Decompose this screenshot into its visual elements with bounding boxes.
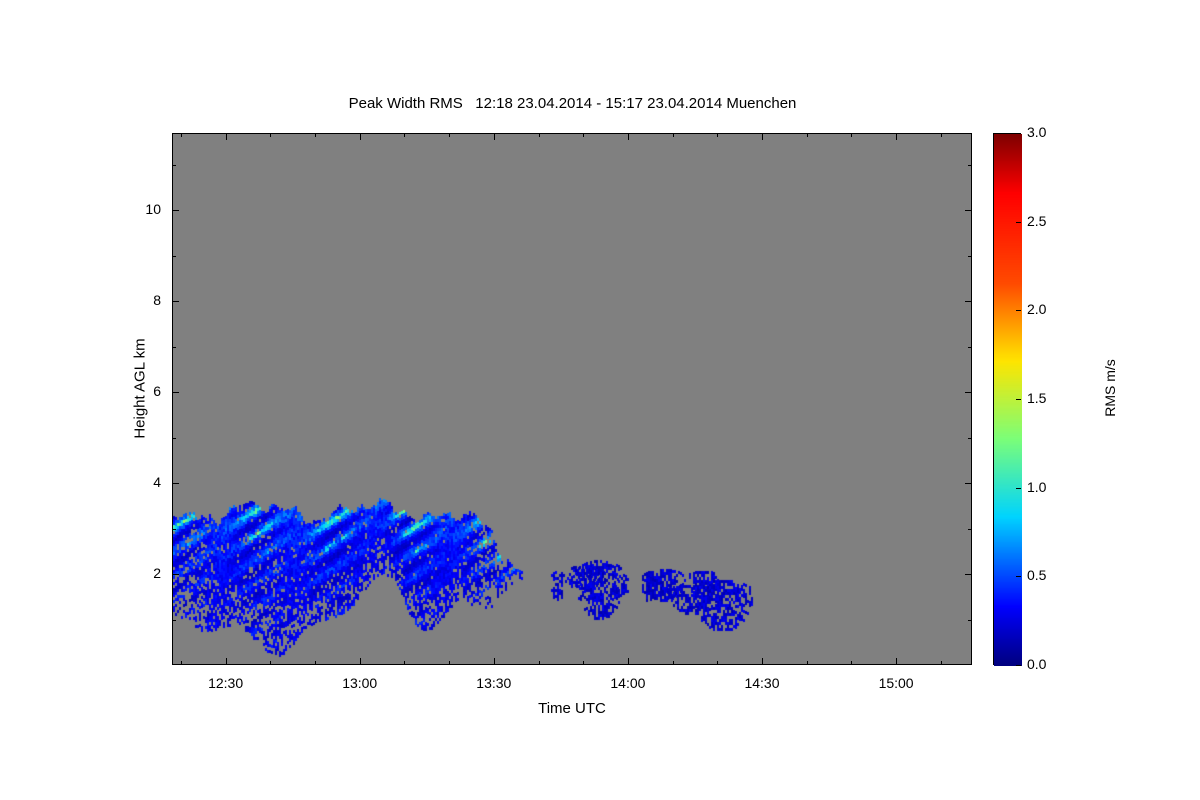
y-axis-tick-label: 4 <box>153 474 161 491</box>
y-axis-minor-tick <box>172 346 176 348</box>
x-axis-major-tick <box>493 133 495 140</box>
x-axis-tick-label: 14:30 <box>744 675 780 691</box>
x-axis-major-tick <box>225 658 227 665</box>
x-axis-minor-tick <box>672 133 674 137</box>
chart-title: Peak Width RMS 12:18 23.04.2014 - 15:17 … <box>348 95 797 112</box>
y-axis-minor-tick <box>968 619 972 621</box>
y-axis-major-tick <box>965 483 972 485</box>
x-axis-title: Time UTC <box>538 700 606 717</box>
x-axis-minor-tick <box>851 133 853 137</box>
y-axis-minor-tick <box>172 437 176 439</box>
y-axis-tick-label: 6 <box>153 383 161 400</box>
y-axis-minor-tick <box>968 437 972 439</box>
colorbar-tick-label: 0.5 <box>1027 567 1047 584</box>
x-axis-major-tick <box>896 133 898 140</box>
colorbar-tick <box>1016 221 1021 223</box>
y-axis-tick-label: 10 <box>145 201 161 218</box>
y-axis-major-tick <box>965 574 972 576</box>
colorbar-tick <box>1016 399 1021 400</box>
y-axis-minor-tick <box>172 164 176 166</box>
heatmap-canvas <box>173 134 971 664</box>
x-axis-tick-label: 14:00 <box>610 675 646 691</box>
x-axis-major-tick <box>627 658 629 665</box>
x-axis-minor-tick <box>806 661 808 665</box>
x-axis-minor-tick <box>806 133 808 137</box>
x-axis-minor-tick <box>449 133 451 137</box>
y-axis-major-tick <box>172 392 179 394</box>
colorbar-tick <box>1016 133 1021 134</box>
x-axis-minor-tick <box>940 133 942 137</box>
x-axis-minor-tick <box>851 661 853 665</box>
colorbar-canvas <box>994 134 1022 666</box>
heatmap-plot-area[interactable] <box>172 133 972 665</box>
y-axis-minor-tick <box>172 619 176 621</box>
x-axis-minor-tick <box>538 133 540 137</box>
colorbar-tick <box>1016 487 1021 489</box>
x-axis-major-tick <box>359 658 361 665</box>
x-axis-major-tick <box>225 133 227 140</box>
x-axis-tick-label: 12:30 <box>208 675 244 691</box>
x-axis-minor-tick <box>404 661 406 665</box>
colorbar[interactable] <box>993 133 1022 666</box>
colorbar-tick-label: 1.5 <box>1027 390 1047 406</box>
x-axis-minor-tick <box>180 133 182 137</box>
x-axis-minor-tick <box>315 133 317 137</box>
colorbar-tick <box>1016 576 1021 578</box>
y-axis-major-tick <box>172 574 179 576</box>
colorbar-tick-label: 1.0 <box>1027 478 1047 495</box>
colorbar-tick-label: 0.0 <box>1027 656 1047 672</box>
colorbar-tick-label: 2.5 <box>1027 212 1047 229</box>
x-axis-minor-tick <box>940 661 942 665</box>
y-axis-major-tick <box>965 301 972 303</box>
x-axis-major-tick <box>762 133 763 140</box>
x-axis-minor-tick <box>270 661 272 665</box>
x-axis-minor-tick <box>583 661 585 665</box>
y-axis-major-tick <box>172 301 179 303</box>
y-axis-minor-tick <box>968 164 972 166</box>
x-axis-major-tick <box>359 133 361 140</box>
colorbar-tick <box>1016 310 1021 312</box>
colorbar-title: RMS m/s <box>1102 359 1118 417</box>
x-axis-minor-tick <box>404 133 406 137</box>
x-axis-major-tick <box>493 658 495 665</box>
x-axis-minor-tick <box>270 133 272 137</box>
x-axis-major-tick <box>762 658 763 665</box>
x-axis-minor-tick <box>180 661 182 665</box>
x-axis-minor-tick <box>315 661 317 665</box>
x-axis-major-tick <box>627 133 629 140</box>
y-axis-minor-tick <box>172 255 176 257</box>
x-axis-minor-tick <box>583 133 585 137</box>
y-axis-title: Height AGL km <box>131 338 149 439</box>
y-axis-tick-label: 8 <box>153 292 161 309</box>
colorbar-tick <box>1016 665 1021 666</box>
y-axis-minor-tick <box>968 528 972 530</box>
y-axis-major-tick <box>172 210 179 212</box>
y-axis-major-tick <box>965 392 972 394</box>
colorbar-tick-label: 3.0 <box>1027 124 1047 140</box>
x-axis-minor-tick <box>538 661 540 665</box>
y-axis-tick-label: 2 <box>153 565 161 582</box>
y-axis-minor-tick <box>968 346 972 348</box>
y-axis-minor-tick <box>172 528 176 530</box>
colorbar-tick-label: 2.0 <box>1027 301 1047 318</box>
x-axis-minor-tick <box>717 133 719 137</box>
x-axis-minor-tick <box>449 661 451 665</box>
x-axis-tick-label: 13:30 <box>476 675 512 691</box>
x-axis-minor-tick <box>717 661 719 665</box>
x-axis-major-tick <box>896 658 898 665</box>
x-axis-minor-tick <box>672 661 674 665</box>
y-axis-major-tick <box>965 210 972 212</box>
x-axis-tick-label: 13:00 <box>342 675 378 691</box>
y-axis-major-tick <box>172 483 179 485</box>
y-axis-minor-tick <box>968 255 972 257</box>
x-axis-tick-label: 15:00 <box>878 675 914 691</box>
